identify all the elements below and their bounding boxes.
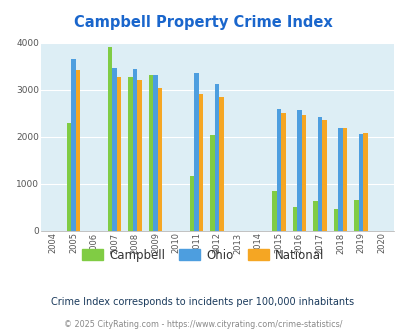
Bar (112, 68, 117, 231)
Bar (353, 200, 358, 231)
Bar (198, 94, 203, 231)
Bar (301, 115, 305, 231)
Bar (362, 133, 367, 231)
Bar (75, 70, 80, 231)
Bar (158, 88, 162, 231)
Text: Campbell Property Crime Index: Campbell Property Crime Index (73, 15, 332, 30)
Bar (358, 134, 362, 231)
Bar (117, 77, 121, 231)
Bar (342, 128, 346, 231)
Bar (132, 69, 137, 231)
Bar (71, 59, 75, 231)
Bar (214, 84, 219, 231)
Bar (190, 177, 194, 231)
Bar (333, 209, 337, 231)
Bar (317, 117, 321, 231)
Bar (153, 75, 158, 231)
Legend: Campbell, Ohio, National: Campbell, Ohio, National (77, 244, 328, 266)
Bar (271, 190, 276, 231)
Bar (219, 96, 224, 231)
Bar (210, 135, 214, 231)
Bar (312, 201, 317, 231)
Text: © 2025 CityRating.com - https://www.cityrating.com/crime-statistics/: © 2025 CityRating.com - https://www.city… (64, 319, 341, 329)
Bar (276, 109, 280, 231)
Bar (280, 114, 285, 231)
Bar (128, 77, 132, 231)
Bar (337, 128, 342, 231)
Bar (292, 207, 296, 231)
Bar (149, 75, 153, 231)
Text: Crime Index corresponds to incidents per 100,000 inhabitants: Crime Index corresponds to incidents per… (51, 297, 354, 307)
Bar (107, 47, 112, 231)
Bar (137, 80, 141, 231)
Bar (194, 73, 198, 231)
Bar (296, 110, 301, 231)
Bar (321, 119, 326, 231)
Bar (66, 123, 71, 231)
